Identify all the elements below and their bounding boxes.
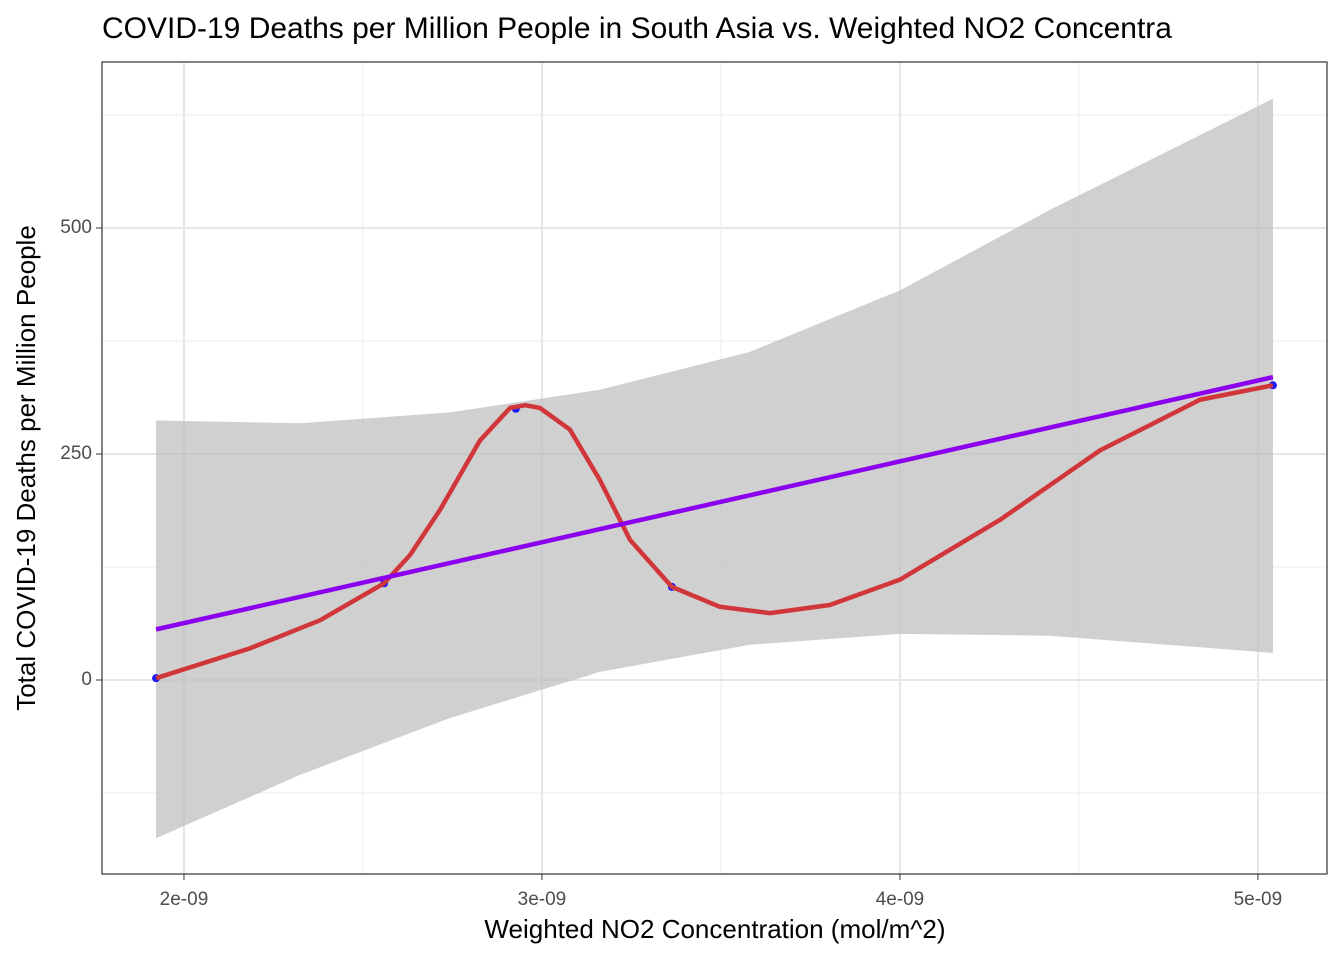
smooth-curve [155, 383, 1274, 681]
x-tick-label: 3e-09 [518, 889, 567, 910]
y-tick-label: 250 [60, 443, 92, 464]
y-tick-label: 0 [81, 669, 92, 690]
x-tick-label: 5e-09 [1234, 889, 1283, 910]
x-tick-label: 2e-09 [160, 889, 209, 910]
y-axis-label: Total COVID-19 Deaths per Million People [11, 225, 41, 711]
chart-title: COVID-19 Deaths per Million People in So… [102, 12, 1172, 45]
x-tick-label: 4e-09 [876, 889, 925, 910]
linear-fit-line [155, 374, 1274, 632]
confidence-band [156, 98, 1273, 839]
panel-border [101, 61, 1328, 875]
x-axis-label: Weighted NO2 Concentration (mol/m^2) [484, 914, 945, 944]
y-tick-label: 500 [60, 217, 92, 238]
